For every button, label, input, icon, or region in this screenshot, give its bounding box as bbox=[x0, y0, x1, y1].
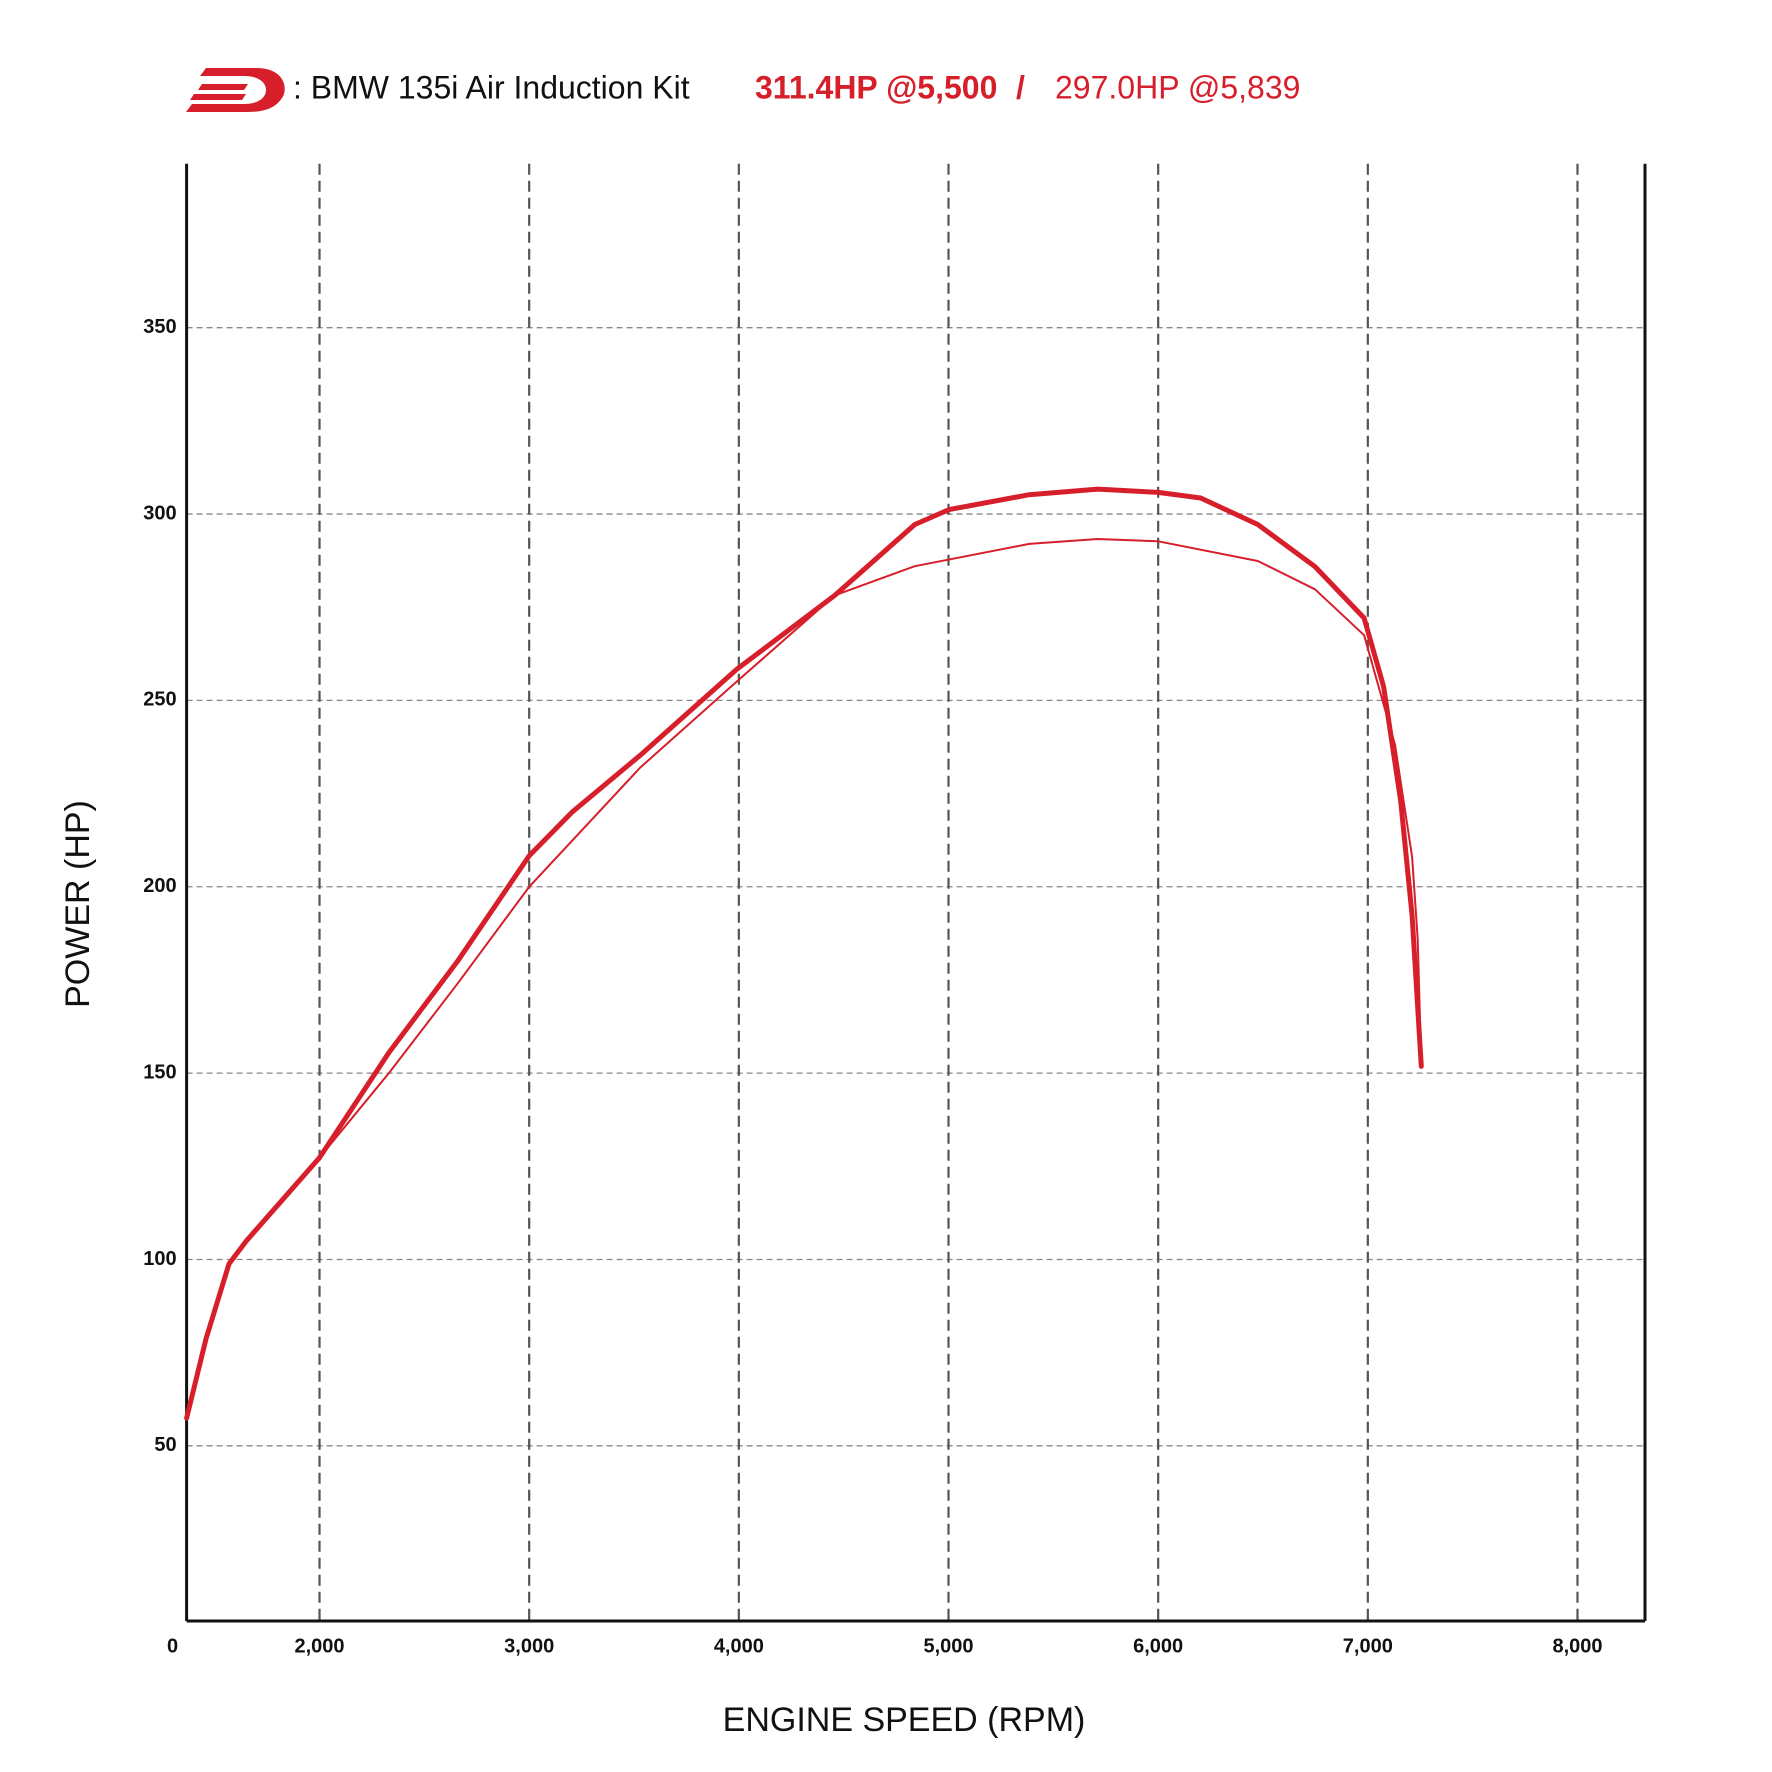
logo bbox=[186, 68, 285, 112]
y-tick-label: 150 bbox=[143, 1061, 176, 1083]
legend-entry: 297.0HP @5,839 bbox=[1055, 69, 1300, 105]
y-tick-label: 300 bbox=[143, 502, 176, 524]
x-tick-label: 6,000 bbox=[1133, 1635, 1183, 1657]
y-tick-label: 100 bbox=[143, 1248, 176, 1270]
y-axis-title: POWER (HP) bbox=[59, 800, 97, 1008]
y-tick-label: 250 bbox=[143, 689, 176, 711]
x-axis-title: ENGINE SPEED (RPM) bbox=[723, 1701, 1086, 1739]
x-tick-label: 4,000 bbox=[714, 1635, 764, 1657]
y-tick-label: 200 bbox=[143, 875, 176, 897]
power-line bbox=[184, 486, 1424, 1421]
x-tick-label: 3,000 bbox=[504, 1635, 554, 1657]
chart-title: : BMW 135i Air Induction Kit bbox=[293, 69, 690, 105]
x-tick-label: 0 bbox=[167, 1635, 178, 1657]
x-tick-label: 7,000 bbox=[1343, 1635, 1393, 1657]
x-tick-label: 8,000 bbox=[1552, 1635, 1602, 1657]
x-tick-label: 5,000 bbox=[923, 1635, 973, 1657]
legend-separator: / bbox=[1016, 69, 1025, 105]
x-tick-label: 2,000 bbox=[294, 1635, 344, 1657]
legend-entry: 311.4HP @5,500 bbox=[755, 69, 997, 105]
power-line bbox=[185, 538, 1423, 1420]
y-tick-label: 50 bbox=[154, 1434, 176, 1456]
y-tick-label: 350 bbox=[143, 316, 176, 338]
